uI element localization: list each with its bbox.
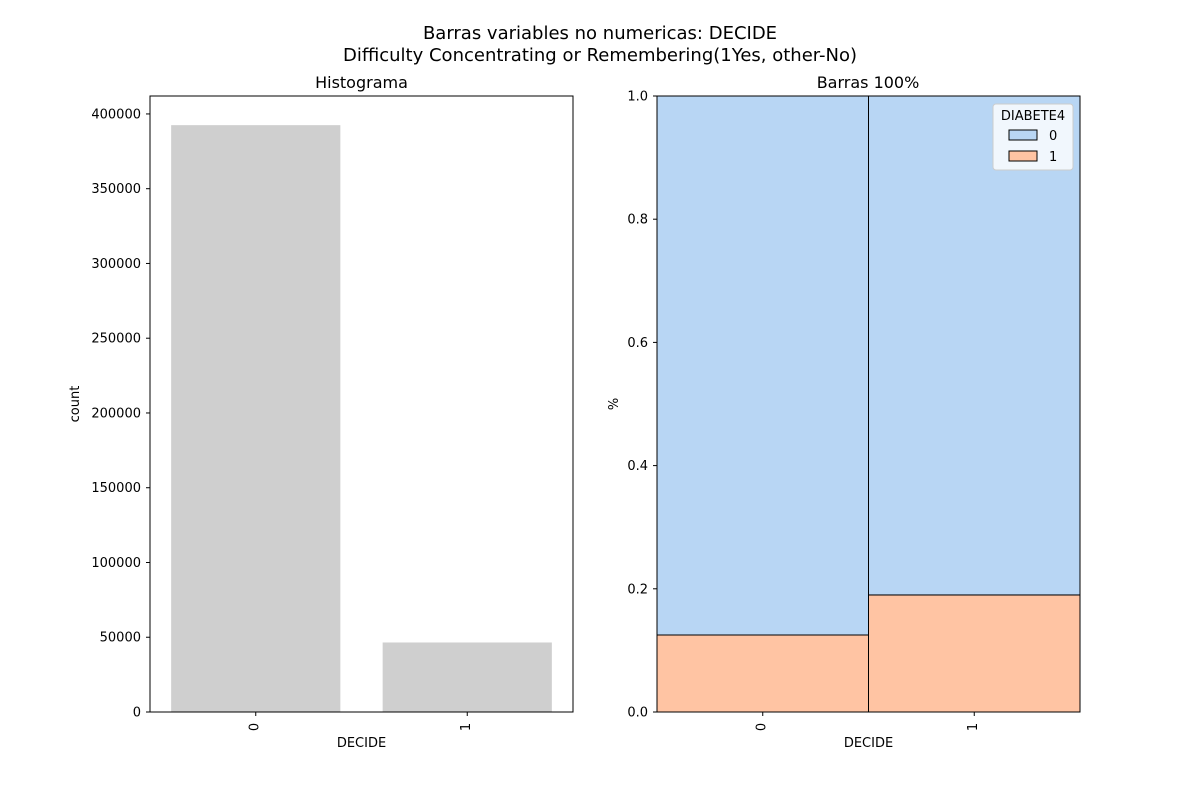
legend-swatch-0 [1008, 129, 1038, 141]
stacked-y-tick-label: 0.2 [627, 582, 648, 597]
histogram-y-tick-label: 250000 [91, 332, 141, 347]
stacked-bar-1-series-0 [868, 95, 1081, 596]
histogram-x-tick-label: 1 [459, 723, 474, 731]
stacked-y-tick-label: 0.0 [627, 706, 648, 721]
histogram-y-tick-label: 50000 [100, 631, 141, 646]
histogram-y-axis-label: count [68, 386, 83, 423]
figure-title-line-1: Barras variables no numericas: DECIDE [423, 23, 777, 44]
figure-title-line-2: Difficulty Concentrating or Remembering(… [343, 45, 857, 66]
legend-title: DIABETE4 [1001, 109, 1065, 124]
legend-label-0: 0 [1049, 129, 1057, 144]
histogram-y-tick-label: 150000 [91, 481, 141, 496]
stacked-x-tick-label: 1 [966, 723, 981, 731]
histogram-bar-0 [171, 125, 341, 713]
legend: DIABETE4 0 1 [992, 103, 1074, 171]
stacked-y-tick-label: 1.0 [627, 90, 648, 105]
histogram-y-tick-label: 350000 [91, 182, 141, 197]
stacked-bar-0-series-0 [656, 95, 869, 636]
histogram-y-tick-label: 200000 [91, 406, 141, 421]
stacked-y-tick-label: 0.8 [627, 213, 648, 228]
stacked-percent-title: Barras 100% [817, 73, 920, 92]
histogram-y-tick-label: 300000 [91, 257, 141, 272]
histogram-title: Histograma [315, 73, 408, 92]
histogram-y-tick-label: 100000 [91, 556, 141, 571]
stacked-percent-chart: Barras 100% 0 10.00.20.40.60.81.0 DECIDE … [607, 73, 1081, 751]
stacked-percent-plot-frame [656, 95, 1081, 713]
stacked-percent-x-axis-label: DECIDE [844, 736, 893, 751]
legend-swatch-1 [1008, 150, 1038, 162]
histogram-plot-frame [149, 95, 574, 713]
histogram-x-axis-label: DECIDE [337, 736, 386, 751]
histogram-chart: Histograma 0 1 0 50000 100000 150000 200000 250… [68, 73, 574, 751]
histogram-y-tick-label: 400000 [91, 107, 141, 122]
histogram-x-tick-label: 0 [247, 723, 262, 731]
histogram-bar-1 [382, 642, 552, 712]
stacked-bar-1-series-1 [868, 594, 1081, 713]
stacked-percent-y-axis-label: % [607, 398, 622, 410]
stacked-y-tick-label: 0.4 [627, 459, 648, 474]
stacked-y-tick-label: 0.6 [627, 336, 648, 351]
histogram-y-tick-label: 0 [133, 706, 141, 721]
legend-label-1: 1 [1049, 150, 1057, 165]
stacked-bar-0-series-1 [656, 634, 869, 713]
stacked-x-tick-label: 0 [754, 723, 769, 731]
